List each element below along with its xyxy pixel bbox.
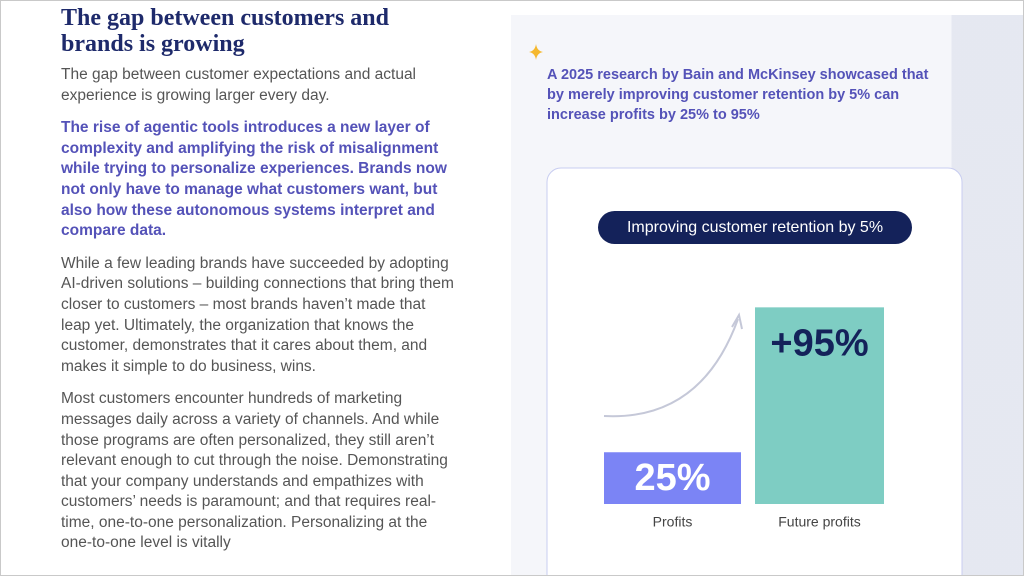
chart-title: Improving customer retention by 5% <box>627 219 883 236</box>
category-label: Future profits <box>778 514 860 530</box>
trend-arrow <box>603 318 739 418</box>
paragraph: The gap between customer expectations an… <box>61 66 417 104</box>
paragraph: While a few leading brands have succeede… <box>61 254 454 375</box>
category-label: Profits <box>653 514 693 530</box>
star-icon <box>529 44 543 60</box>
paragraph: Most customers encounter hundreds of mar… <box>61 390 448 552</box>
bar <box>604 452 741 504</box>
article: The gap between customers and brands is … <box>61 5 456 566</box>
pill <box>598 211 912 244</box>
title: The gap between customers and brands is … <box>61 5 389 57</box>
bar <box>755 307 884 504</box>
value-label: 25% <box>634 457 710 499</box>
arrow-head <box>731 312 743 330</box>
callout: A 2025 research by Bain and McKinsey sho… <box>547 67 929 123</box>
paragraph: The rise of agentic tools introduces a n… <box>61 119 447 240</box>
value-label: +95% <box>770 322 868 364</box>
